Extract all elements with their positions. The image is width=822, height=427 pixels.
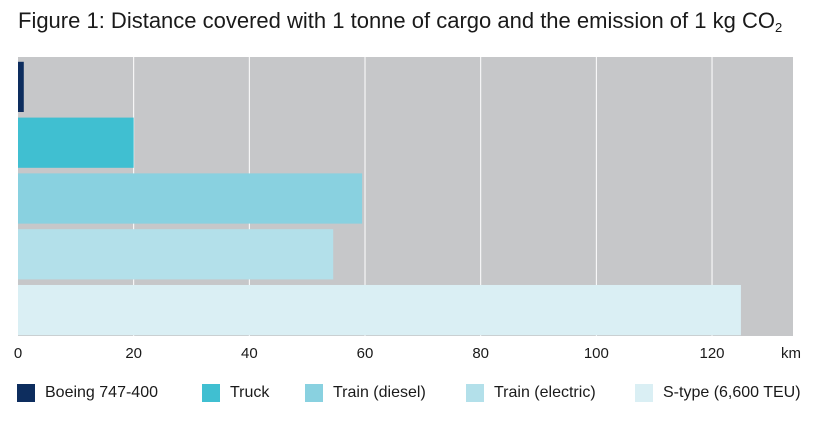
x-tick-label: 120	[700, 345, 725, 362]
x-axis-label: km	[781, 345, 801, 362]
legend-swatch-train-electric	[466, 384, 484, 402]
chart-title-subscript: 2	[774, 20, 783, 35]
legend-item-train-electric: Train (electric)	[466, 382, 596, 404]
legend-label-truck: Truck	[230, 384, 270, 401]
x-tick-label: 60	[357, 345, 374, 362]
bar-train-electric	[18, 229, 334, 280]
bar-truck	[18, 117, 134, 168]
legend-item-boeing: Boeing 747-400	[17, 382, 158, 404]
legend-swatch-s-type	[635, 384, 653, 402]
legend-item-s-type: S-type (6,600 TEU)	[635, 382, 801, 404]
legend-item-truck: Truck	[202, 382, 269, 404]
bar-boeing-747-400	[18, 61, 24, 113]
legend-swatch-truck	[202, 384, 220, 402]
legend-label-boeing: Boeing 747-400	[45, 384, 158, 401]
x-tick-label: 100	[584, 345, 609, 362]
legend-swatch-boeing	[17, 384, 35, 402]
x-tick-label: 0	[14, 345, 22, 362]
chart-title: Figure 1: Distance covered with 1 tonne …	[18, 8, 782, 35]
chart-title-text: Figure 1: Distance covered with 1 tonne …	[18, 8, 775, 33]
bar-chart: 0 20 40 60 80 100 120 km	[14, 57, 801, 362]
legend-label-s-type: S-type (6,600 TEU)	[663, 384, 801, 401]
legend-label-train-diesel: Train (diesel)	[333, 384, 426, 401]
bar-train-diesel	[18, 173, 363, 224]
legend: Boeing 747-400 Truck Train (diesel) Trai…	[17, 382, 817, 404]
legend-swatch-train-diesel	[305, 384, 323, 402]
x-axis-ticks: 0 20 40 60 80 100 120	[14, 345, 725, 362]
bar-s-type-6-600-teu	[18, 284, 741, 336]
x-tick-label: 40	[241, 345, 258, 362]
bars	[18, 61, 741, 336]
legend-item-train-diesel: Train (diesel)	[305, 382, 426, 404]
x-tick-label: 20	[125, 345, 142, 362]
legend-label-train-electric: Train (electric)	[494, 384, 596, 401]
x-tick-label: 80	[472, 345, 489, 362]
